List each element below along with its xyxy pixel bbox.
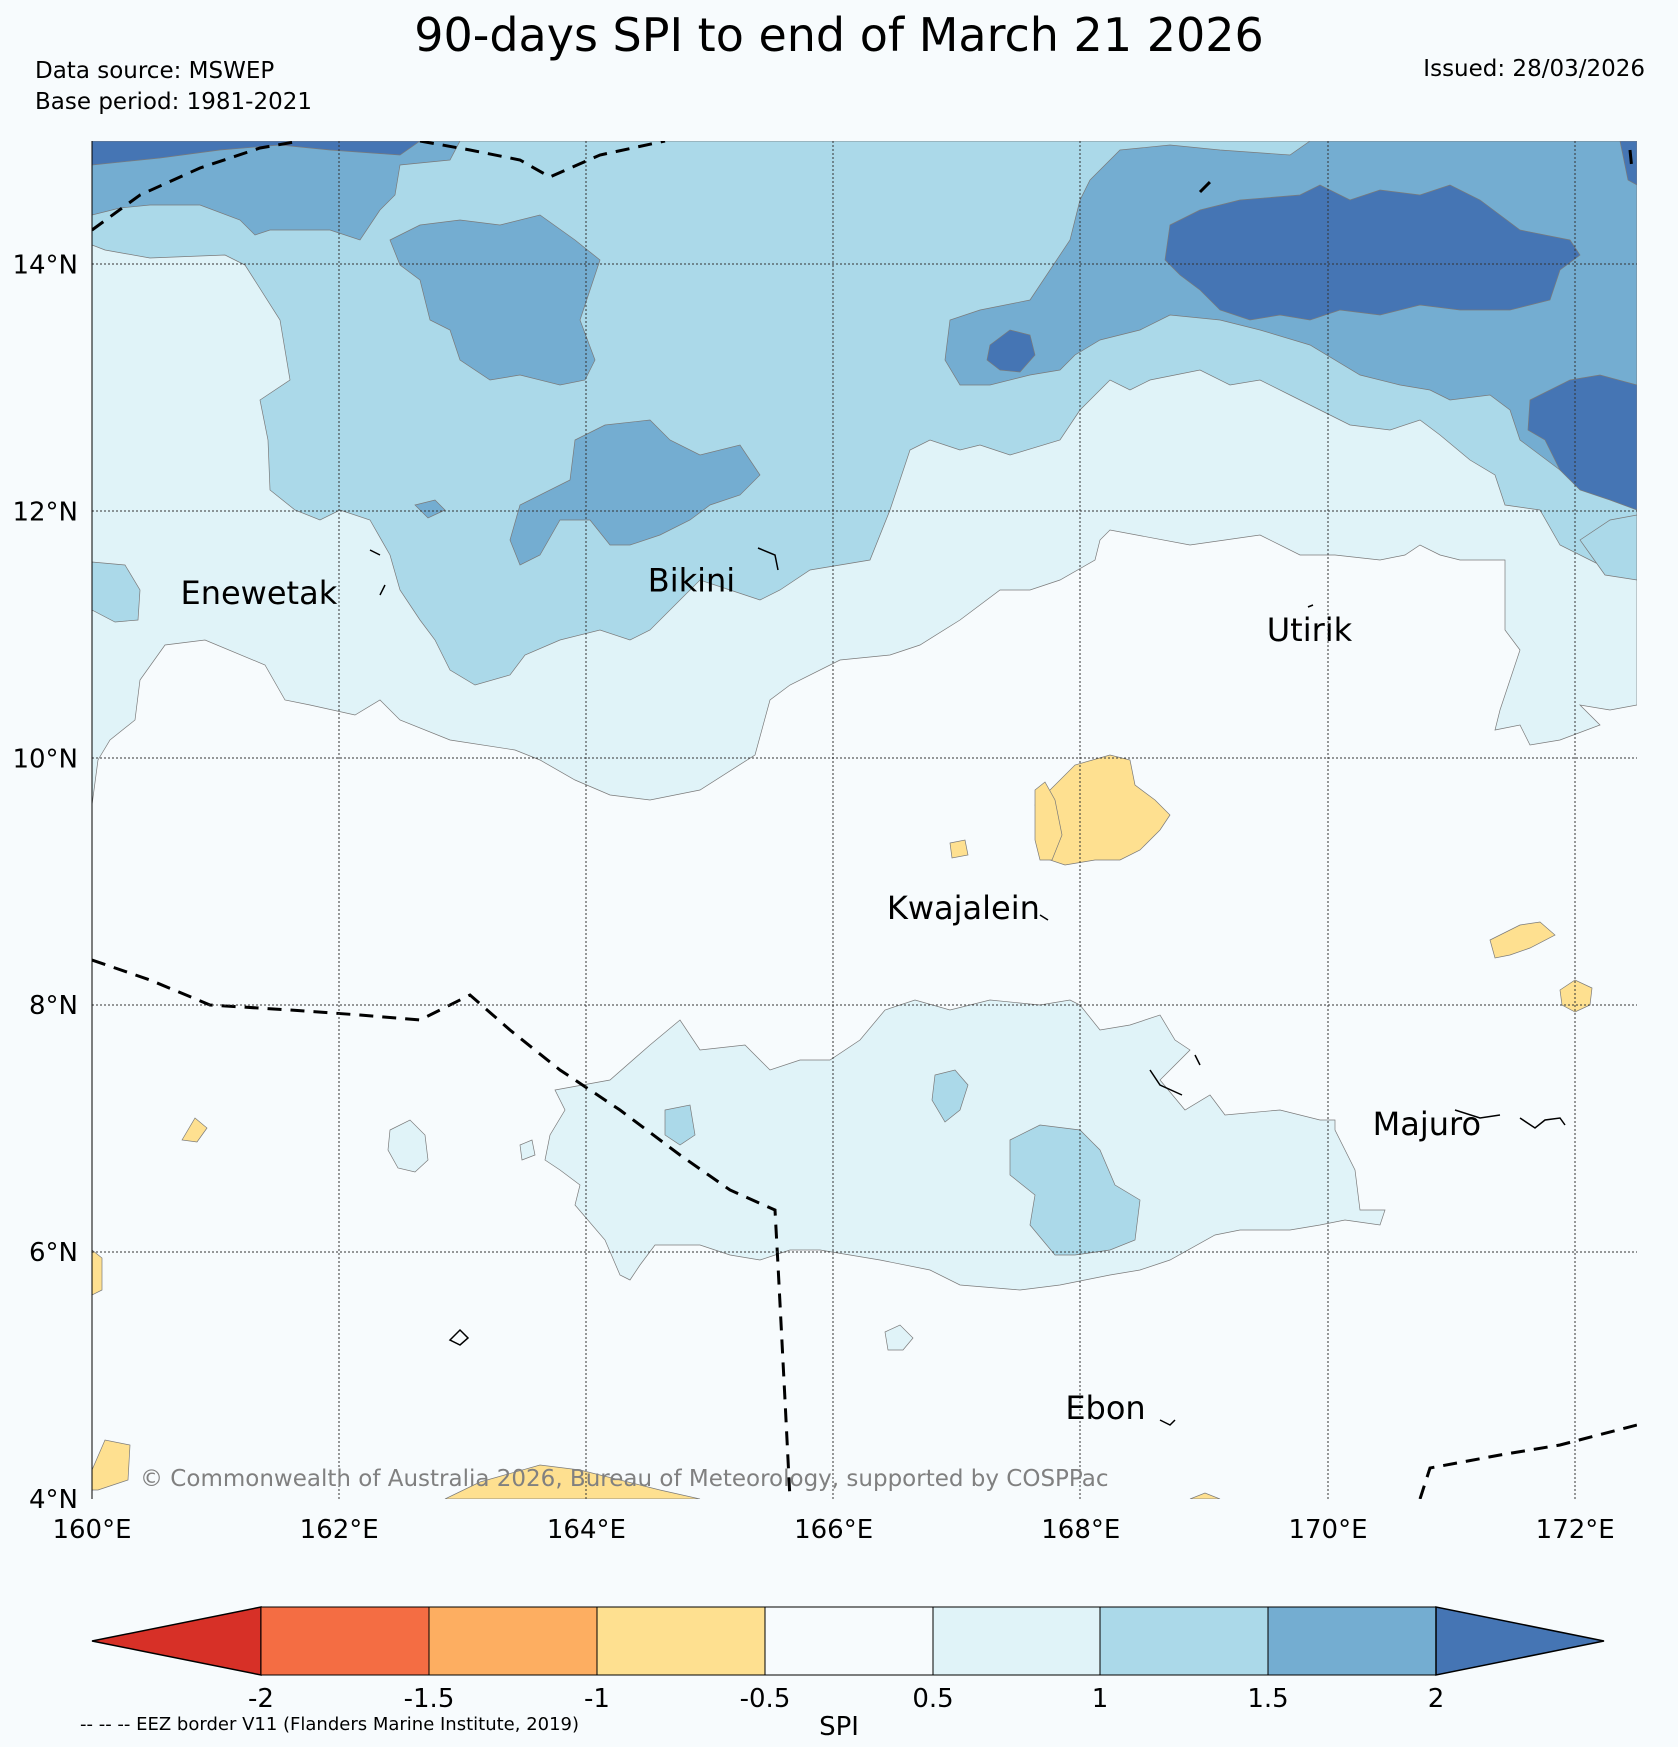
colorbar-tick-label: -1.5 bbox=[404, 1684, 455, 1710]
spi-region-dry-south-b bbox=[1189, 1492, 1221, 1499]
colorbar-segment bbox=[260, 1606, 430, 1676]
colorbar-segment bbox=[932, 1606, 1101, 1676]
colorbar-tick-label: 1.5 bbox=[1247, 1684, 1288, 1710]
spi-region-1-1.5-islet-b bbox=[664, 1104, 696, 1146]
colorbar-segment bbox=[428, 1606, 598, 1676]
x-tick-label: 172°E bbox=[1536, 1515, 1615, 1545]
y-tick-label: 10°N bbox=[12, 744, 78, 774]
y-tick-label: 6°N bbox=[29, 1238, 78, 1268]
atoll-majuro bbox=[1454, 1109, 1566, 1129]
colorbar-tick-label: 0.5 bbox=[912, 1684, 953, 1710]
colorbar-tick-label: -1 bbox=[584, 1684, 610, 1710]
spi-region-1.5-2-mid bbox=[509, 419, 761, 566]
spi-region-0.5-1-islet-c bbox=[519, 1139, 536, 1161]
base-period: Base period: 1981-2021 bbox=[35, 89, 313, 115]
spi-region-1-1.5-east bbox=[1579, 514, 1637, 581]
spi-region-dry-southwest bbox=[92, 1439, 131, 1491]
spi-region-1.5-2-center bbox=[389, 214, 601, 386]
atoll-kwajalein bbox=[1039, 914, 1049, 921]
data-source-block: Data source: MSWEP Base period: 1981-202… bbox=[35, 56, 312, 118]
place-label-kwajalein: Kwajalein bbox=[887, 889, 1040, 927]
atoll-south-a bbox=[448, 1328, 470, 1346]
spi-region-dry-west-edge bbox=[92, 1249, 103, 1296]
spi-region-dry-ring bbox=[1034, 781, 1063, 861]
colorbar-tick-label: -2 bbox=[248, 1684, 274, 1710]
spi-region-1.5-2-islet bbox=[414, 499, 446, 519]
map-title: 90-days SPI to end of March 21 2026 bbox=[414, 8, 1264, 62]
colorbar-segment bbox=[764, 1606, 934, 1676]
colorbar-segment bbox=[1099, 1606, 1269, 1676]
colorbar: -2 -1.5 -1 -0.5 0.5 1 1.5 2 bbox=[91, 1606, 1605, 1710]
place-labels: Enewetak Bikini Utirik Kwajalein Majuro Ebon bbox=[180, 562, 1481, 1427]
colorbar-tick-label: -0.5 bbox=[740, 1684, 791, 1710]
x-tick-label: 170°E bbox=[1288, 1515, 1367, 1545]
colorbar-label: SPI bbox=[819, 1712, 859, 1742]
place-label-bikini: Bikini bbox=[648, 562, 735, 600]
y-tick-label: 12°N bbox=[12, 497, 78, 527]
atoll-enewetak bbox=[369, 549, 386, 596]
spi-region-dry-south bbox=[444, 1464, 701, 1499]
atoll-east-group bbox=[1149, 1054, 1201, 1096]
place-label-ebon: Ebon bbox=[1065, 1389, 1145, 1427]
spi-region-1-1.5-islet-a bbox=[931, 1069, 969, 1123]
x-tick-label: 162°E bbox=[300, 1515, 379, 1545]
colorbar-extend-low bbox=[91, 1606, 262, 1676]
spi-region-0.5-1-south bbox=[544, 999, 1386, 1291]
data-source: Data source: MSWEP bbox=[35, 58, 275, 84]
eez-border-northeast bbox=[1198, 149, 1634, 194]
spi-region-1-1.5-west bbox=[92, 561, 141, 623]
spi-region-0.5-1-islet-a bbox=[387, 1119, 429, 1173]
y-tick-label: 14°N bbox=[12, 250, 78, 280]
spi-region-dry-east-a bbox=[1489, 921, 1556, 959]
issued-date: Issued: 28/03/2026 bbox=[1423, 56, 1645, 82]
y-axis-ticks: 4°N 6°N 8°N 10°N 12°N 14°N bbox=[12, 250, 78, 1515]
atoll-utirik bbox=[1307, 604, 1314, 608]
spi-region-dry-small-a bbox=[949, 839, 969, 859]
colorbar-segment bbox=[1267, 1606, 1437, 1676]
spi-region-1.5-2-north bbox=[92, 141, 461, 241]
place-label-majuro: Majuro bbox=[1373, 1105, 1481, 1143]
spi-region-0.5-1-islet-b bbox=[884, 1324, 914, 1351]
island-outlines bbox=[369, 547, 1566, 1426]
eez-border-note: -- -- -- EEZ border V11 (Flanders Marine… bbox=[80, 1714, 580, 1735]
colorbar-ticks: -2 -1.5 -1 -0.5 0.5 1 1.5 2 bbox=[248, 1684, 1444, 1710]
spi-region-gt2-northeast bbox=[1164, 184, 1581, 321]
x-tick-label: 166°E bbox=[794, 1515, 873, 1545]
spi-region-gt2-islet bbox=[986, 329, 1036, 373]
spi-map: 160°E 162°E 164°E 166°E 168°E 170°E 172°E 4°N 6… bbox=[12, 141, 1637, 1545]
spi-region-dry-west bbox=[181, 1117, 208, 1143]
colorbar-tick-label: 2 bbox=[1428, 1684, 1445, 1710]
atoll-bikini bbox=[757, 547, 779, 571]
spi-region-1-1.5-south bbox=[1009, 1124, 1141, 1256]
place-label-utirik: Utirik bbox=[1267, 611, 1353, 649]
colorbar-extend-high bbox=[1435, 1606, 1605, 1676]
atoll-ebon bbox=[1159, 1419, 1176, 1426]
colorbar-tick-label: 1 bbox=[1092, 1684, 1109, 1710]
spi-region-dry-east-b bbox=[1559, 979, 1593, 1013]
colorbar-segments bbox=[91, 1606, 1605, 1676]
eez-border-north bbox=[92, 141, 666, 232]
copyright-notice: © Commonwealth of Australia 2026, Bureau… bbox=[140, 1466, 1109, 1492]
eez-borders bbox=[92, 141, 1637, 1499]
spi-region-gt2-corner bbox=[1619, 141, 1637, 186]
y-tick-label: 8°N bbox=[29, 991, 78, 1021]
graticule bbox=[92, 141, 1637, 1499]
colorbar-segment bbox=[596, 1606, 766, 1676]
x-axis-ticks: 160°E 162°E 164°E 166°E 168°E 170°E 172°E bbox=[52, 1515, 1614, 1545]
place-label-enewetak: Enewetak bbox=[180, 574, 337, 612]
spi-region-gt2-east bbox=[1527, 374, 1637, 511]
x-tick-label: 164°E bbox=[547, 1515, 626, 1545]
eez-border-southeast bbox=[1418, 1423, 1637, 1499]
x-tick-label: 160°E bbox=[52, 1515, 131, 1545]
x-tick-label: 168°E bbox=[1041, 1515, 1120, 1545]
y-tick-label: 4°N bbox=[29, 1485, 78, 1515]
eez-border-west bbox=[92, 958, 792, 1499]
